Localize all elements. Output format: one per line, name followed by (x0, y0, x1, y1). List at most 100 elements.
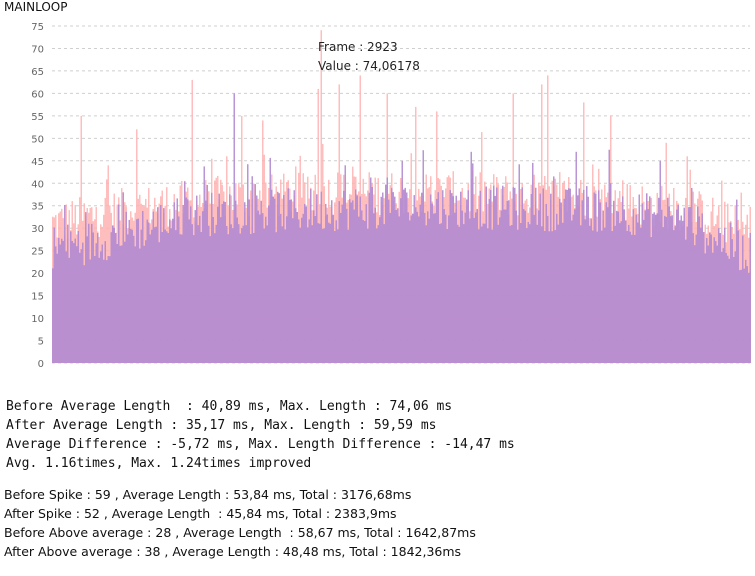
bar (124, 241, 126, 363)
bar (94, 256, 96, 363)
bar (619, 223, 621, 363)
bar (536, 224, 538, 363)
bar (638, 194, 640, 363)
bar (236, 217, 238, 363)
bar (349, 199, 351, 363)
bar (454, 212, 456, 363)
bar (745, 259, 747, 363)
bar (629, 231, 631, 363)
bar (329, 223, 331, 363)
bar (545, 203, 547, 363)
bar (116, 244, 118, 363)
bar (625, 220, 627, 363)
bar (535, 187, 537, 363)
bar (299, 227, 301, 363)
bar (205, 200, 207, 363)
bar (151, 229, 153, 363)
bar (562, 222, 564, 363)
bar (334, 231, 336, 363)
bar (388, 199, 390, 363)
bar (191, 79, 193, 364)
y-tick-label: 60 (31, 89, 44, 100)
bar (532, 162, 534, 363)
bar (469, 218, 471, 363)
bar (356, 195, 358, 363)
bar (61, 238, 63, 363)
bar (433, 213, 435, 363)
bar (397, 208, 399, 363)
bar (254, 184, 256, 363)
bar (200, 232, 202, 363)
bar (422, 150, 424, 363)
bar (379, 217, 381, 363)
bar (623, 209, 625, 363)
bar (401, 160, 403, 363)
y-tick-label: 45 (31, 157, 44, 168)
bar (734, 251, 736, 363)
bar (461, 210, 463, 363)
bar (260, 200, 262, 363)
bar (733, 257, 735, 363)
bar (71, 241, 73, 363)
y-tick-label: 30 (31, 224, 44, 235)
bar (317, 223, 319, 363)
bar (727, 255, 729, 363)
bar (437, 192, 439, 363)
bar (529, 224, 531, 363)
bar (548, 231, 550, 363)
bar (247, 164, 249, 363)
bar (710, 234, 712, 363)
bar (377, 225, 379, 363)
bar (457, 224, 459, 363)
y-tick-label: 35 (31, 202, 44, 213)
bar (635, 214, 637, 363)
bar (695, 234, 697, 363)
bar (244, 202, 246, 363)
bar (484, 223, 486, 363)
bar (119, 245, 121, 363)
bar (313, 210, 315, 363)
bar (323, 228, 325, 363)
bar (178, 216, 180, 363)
bar (128, 219, 130, 363)
bar (295, 208, 297, 363)
bar (392, 192, 394, 363)
bar (641, 203, 643, 363)
bar (211, 192, 213, 363)
bar (155, 226, 157, 363)
bar (598, 190, 600, 363)
bar (637, 222, 639, 363)
bar (445, 214, 447, 363)
bar (677, 204, 679, 363)
bar (232, 228, 234, 363)
bar (358, 216, 360, 363)
bar (157, 207, 159, 363)
bar (241, 228, 243, 363)
bar (286, 216, 288, 363)
bar (301, 217, 303, 363)
bar (209, 236, 211, 363)
bar (250, 234, 252, 363)
bar (674, 226, 676, 363)
bar (487, 228, 489, 363)
bar (658, 197, 660, 363)
bar (403, 189, 405, 363)
bar (514, 187, 516, 363)
bar (335, 220, 337, 363)
bar (671, 215, 673, 363)
bar (443, 209, 445, 363)
bar (743, 268, 745, 363)
bar (404, 187, 406, 363)
bar (419, 204, 421, 363)
y-tick-label: 55 (31, 112, 44, 123)
bar (271, 189, 273, 363)
bar (385, 184, 387, 363)
bar (526, 228, 528, 363)
bar (137, 218, 139, 363)
bar (602, 210, 604, 363)
bar (322, 228, 324, 363)
bar (706, 238, 708, 363)
bar (127, 234, 129, 363)
bar (179, 234, 181, 363)
bar (221, 204, 223, 363)
